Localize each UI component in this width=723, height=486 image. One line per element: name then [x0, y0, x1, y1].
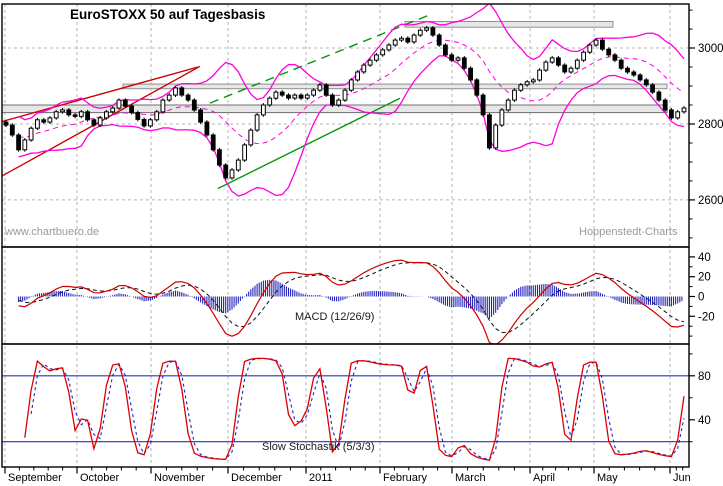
macd-line	[18, 259, 685, 344]
x-axis-month-label: April	[533, 472, 555, 484]
stochastic-k-line	[24, 357, 685, 461]
x-axis-month-label: October	[80, 472, 119, 484]
y-axis-label: 80	[698, 371, 711, 383]
macd-signal-line	[18, 262, 685, 334]
y-axis-label: 2800	[698, 119, 723, 131]
macd-panel	[18, 259, 685, 344]
bollinger-lower-band	[18, 55, 685, 197]
green-channel-top	[209, 13, 433, 104]
stochastic-label: Slow Stochastik (5/3/3)	[262, 441, 375, 453]
y-axis-label: 40	[698, 252, 711, 264]
watermark-hoppenstedt: Hoppenstedt-Charts	[579, 226, 678, 238]
x-axis-month-label: Jun	[673, 472, 691, 484]
resistance-2900	[122, 83, 668, 90]
y-axis-label: 0	[698, 292, 704, 304]
panel-frames	[1, 3, 690, 468]
x-axis-month-label: February	[383, 472, 428, 484]
y-axis: 2600 2800 3000 40 20 0 -20 80 40	[689, 9, 723, 443]
stochastic-d-line	[30, 357, 685, 461]
y-axis-label: 20	[698, 272, 711, 284]
y-axis-label: -20	[698, 311, 715, 323]
macd-label: MACD (12/26/9)	[295, 311, 375, 323]
x-axis-month-label: September	[8, 472, 62, 484]
chart-title: EuroSTOXX 50 auf Tagesbasis	[70, 7, 266, 22]
price-panel	[2, 4, 687, 197]
x-axis-month-label: May	[597, 472, 618, 484]
y-axis-label: 3000	[698, 43, 723, 55]
stochastic-panel	[2, 357, 689, 461]
candlesticks	[3, 26, 687, 180]
red-uptrend-upper	[2, 66, 199, 123]
x-axis-month-label: December	[231, 472, 282, 484]
x-axis-month-label: March	[455, 472, 486, 484]
y-axis-label: 40	[698, 415, 711, 427]
x-axis-month-label: November	[154, 472, 205, 484]
gridlines	[2, 4, 689, 467]
watermark-chartbuero: www.chartbuero.de	[5, 226, 100, 238]
x-axis-month-label: 2011	[309, 472, 333, 484]
x-axis: September October November December 2011 Febr…	[4, 467, 691, 484]
y-axis-label: 2600	[698, 195, 723, 207]
